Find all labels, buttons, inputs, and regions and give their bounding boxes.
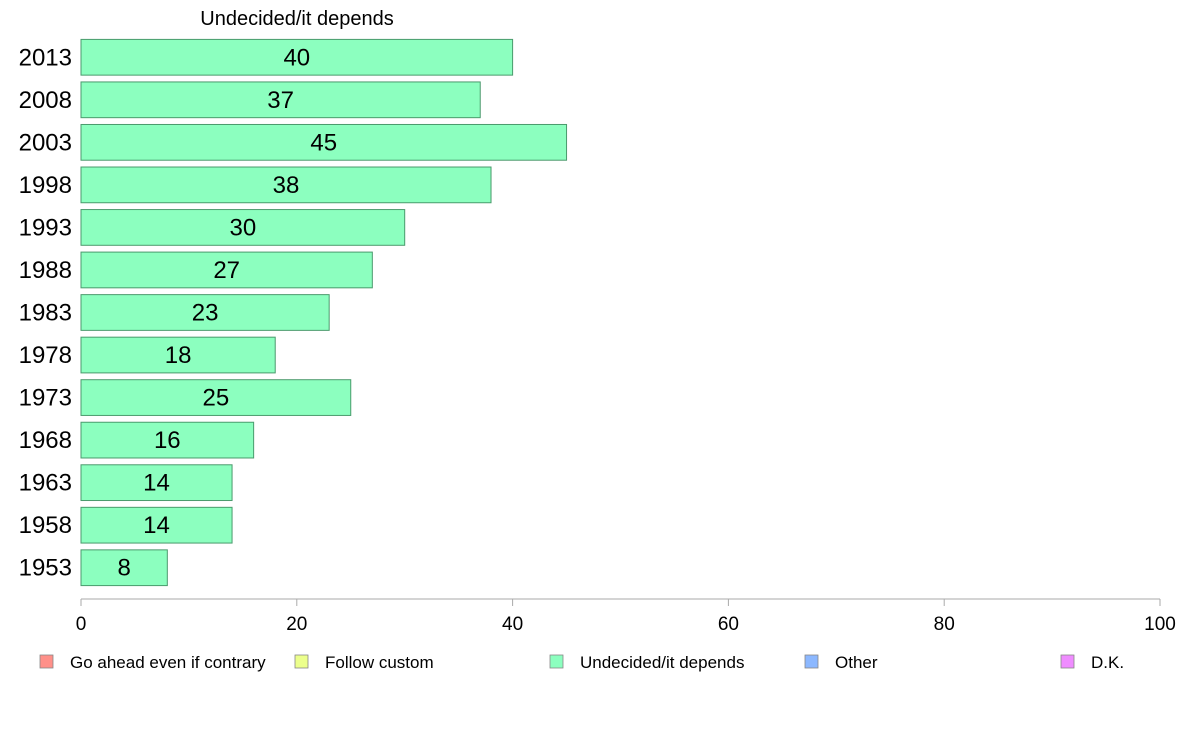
legend-label-2: Undecided/it depends — [580, 653, 744, 672]
bar-1983 — [80, 294, 330, 331]
legend-swatch-4 — [1060, 654, 1075, 669]
category-label-2013: 2013 — [19, 44, 72, 71]
category-label-1993: 1993 — [19, 214, 72, 241]
bar-1958 — [80, 506, 233, 544]
bar-1968 — [80, 421, 255, 459]
bar-1973 — [80, 379, 352, 416]
legend: Go ahead even if contrary Follow custom Un… — [39, 653, 1124, 672]
value-label-1978: 18 — [165, 342, 192, 369]
x-tick-label-0: 0 — [76, 614, 87, 635]
category-label-1988: 1988 — [19, 257, 72, 284]
legend-swatch-0 — [39, 654, 54, 669]
x-tick-label-40: 40 — [502, 614, 523, 635]
category-label-2008: 2008 — [19, 87, 72, 114]
value-label-2008: 37 — [267, 87, 294, 114]
bar-1963 — [80, 464, 233, 502]
x-axis: 0 20 40 60 80 100 — [76, 598, 1176, 635]
category-label-1983: 1983 — [19, 300, 72, 327]
category-label-1963: 1963 — [19, 470, 72, 497]
legend-label-0: Go ahead even if contrary — [70, 653, 266, 672]
legend-label-1: Follow custom — [325, 653, 434, 672]
value-label-1953: 8 — [117, 555, 130, 582]
legend-swatch-3 — [804, 654, 819, 669]
bar-1953 — [80, 549, 168, 587]
bars: 40 2013 37 2008 45 2003 38 1998 30 1993 27 1988 23 19… — [19, 38, 568, 587]
value-label-1963: 14 — [143, 470, 170, 497]
category-label-1953: 1953 — [19, 555, 72, 582]
value-label-2013: 40 — [283, 44, 310, 71]
legend-label-4: D.K. — [1091, 653, 1124, 672]
value-label-1998: 38 — [273, 172, 300, 199]
legend-swatch-1 — [294, 654, 309, 669]
category-label-1968: 1968 — [19, 427, 72, 454]
bar-1993 — [80, 209, 406, 246]
category-label-2003: 2003 — [19, 129, 72, 156]
value-label-1993: 30 — [229, 214, 256, 241]
value-label-1973: 25 — [203, 385, 230, 412]
bar-1978 — [80, 336, 276, 374]
legend-label-3: Other — [835, 653, 878, 672]
value-label-1988: 27 — [213, 257, 240, 284]
value-label-1958: 14 — [143, 512, 170, 539]
chart-title: Undecided/it depends — [200, 8, 393, 30]
bar-1988 — [80, 251, 373, 289]
bar-2003 — [80, 123, 568, 161]
value-label-1983: 23 — [192, 300, 219, 327]
x-tick-label-100: 100 — [1144, 614, 1176, 635]
category-label-1958: 1958 — [19, 512, 72, 539]
category-label-1978: 1978 — [19, 342, 72, 369]
bar-1998 — [80, 166, 492, 204]
category-label-1973: 1973 — [19, 385, 72, 412]
value-label-2003: 45 — [310, 129, 337, 156]
bar-2008 — [80, 81, 481, 119]
x-tick-label-60: 60 — [718, 614, 739, 635]
value-label-1968: 16 — [154, 427, 181, 454]
x-tick-label-20: 20 — [286, 614, 307, 635]
x-tick-label-80: 80 — [934, 614, 955, 635]
bar-2013 — [80, 38, 514, 76]
category-label-1998: 1998 — [19, 172, 72, 199]
legend-swatch-2 — [549, 654, 564, 669]
